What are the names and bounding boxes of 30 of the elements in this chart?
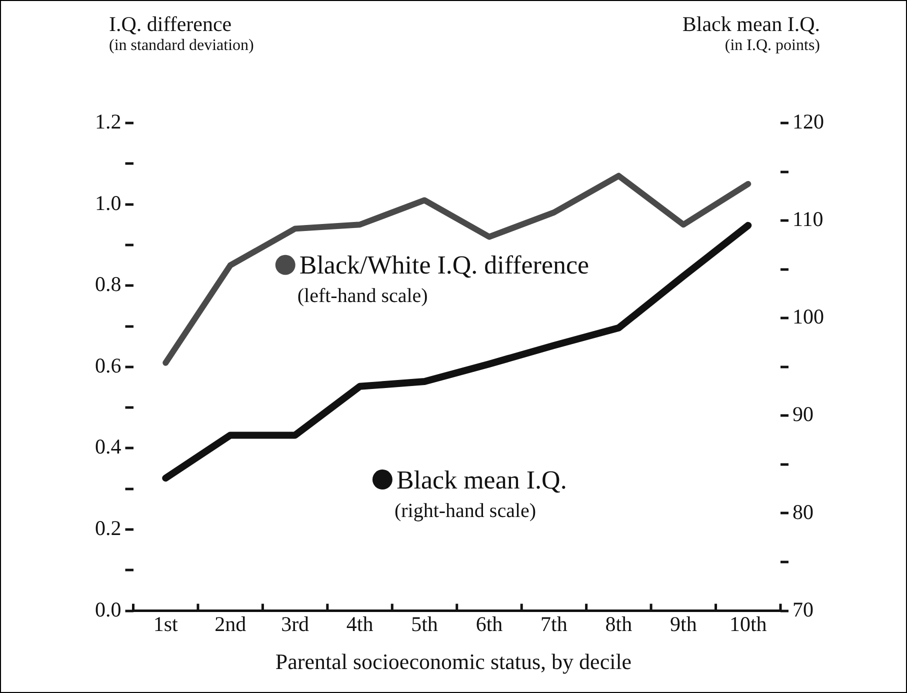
y-tick-label: 1.0 [95,190,122,215]
legend-label: Black/White I.Q. difference [299,250,590,280]
annotation: (right-hand scale) [394,500,536,522]
annotation: (left-hand scale) [297,285,428,308]
legend-label: Black mean I.Q. [396,465,567,494]
x-tick-label: 7th [540,612,568,636]
y2-axis-title: Black mean I.Q. (in I.Q. points) [682,12,820,56]
y-tick-label: 0.4 [95,434,122,459]
x-tick-label: 5th [411,612,438,636]
x-tick-label: 4th [346,612,374,636]
x-tick-label: 1st [153,612,178,636]
y-tick-label: 0.0 [95,597,122,622]
y-axis-title: I.Q. difference (in standard deviation) [109,12,254,56]
y2-tick-label: 100 [792,304,824,329]
y-tick-label: 0.8 [95,272,122,296]
y-tick-label: 1.2 [95,110,122,134]
x-tick-label: 3rd [281,612,310,636]
y2-tick-label: 70 [792,597,814,622]
x-tick-label: 2nd [214,612,247,636]
y2-tick-label: 120 [792,110,824,134]
x-tick-label: 8th [605,612,633,636]
y2-tick-label: 110 [792,207,824,232]
y-tick-label: 0.2 [95,516,122,540]
x-tick-label: 6th [476,612,504,636]
x-axis-title: Parental socioeconomic status, by decile [274,649,633,675]
x-tick-label: 9th [670,612,698,636]
y2-tick-label: 80 [792,500,814,524]
x-tick-label: 10th [729,612,768,636]
y2-tick-label: 90 [792,402,814,426]
y-tick-label: 0.6 [95,353,122,378]
